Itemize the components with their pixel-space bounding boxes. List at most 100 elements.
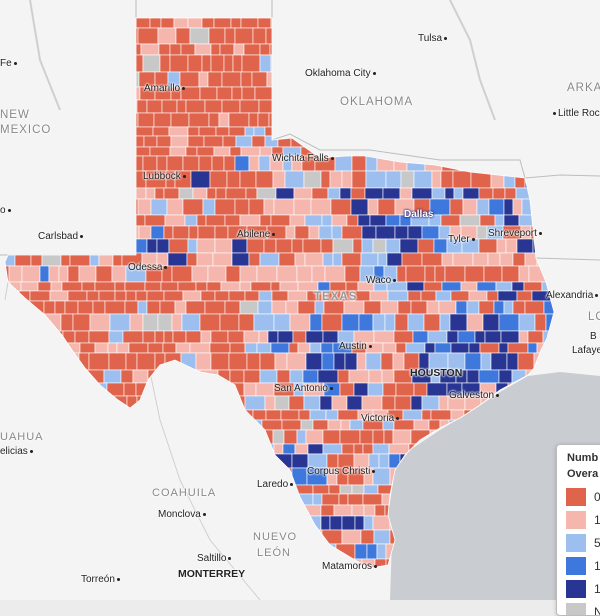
county-cell (216, 127, 229, 136)
county-cell (475, 331, 485, 343)
county-cell (512, 282, 524, 291)
county-cell (496, 282, 512, 291)
county-cell (170, 147, 186, 156)
county-cell (220, 314, 239, 331)
state-label-louisiana: LO (588, 311, 600, 323)
county-cell (465, 266, 484, 282)
county-cell (229, 113, 249, 127)
county-cell (164, 331, 173, 343)
county-cell (164, 291, 183, 301)
county-cell (413, 331, 428, 343)
county-cell (211, 331, 228, 343)
county-cell (386, 171, 401, 188)
county-cell (441, 171, 453, 188)
county-cell (374, 530, 390, 544)
county-cell (143, 331, 155, 343)
county-cell (79, 266, 96, 282)
county-cell (535, 314, 546, 331)
county-cell (240, 215, 260, 226)
county-cell (286, 301, 298, 314)
county-cell (220, 44, 234, 55)
county-cell (51, 282, 62, 291)
county-cell (513, 301, 525, 314)
choropleth-map[interactable] (0, 0, 600, 600)
county-cell (431, 410, 451, 420)
county-cell (138, 28, 158, 44)
county-cell (429, 420, 440, 430)
county-cell (451, 343, 469, 353)
county-cell (241, 72, 252, 87)
county-cell (245, 127, 254, 136)
county-cell (326, 410, 338, 420)
county-cell (200, 87, 217, 100)
county-cell (95, 282, 115, 291)
county-cell (273, 171, 285, 188)
county-cell (68, 266, 79, 282)
county-cell (460, 215, 480, 226)
county-cell (135, 127, 153, 136)
county-cell (408, 314, 424, 331)
county-cell (274, 444, 283, 454)
county-cell (400, 239, 418, 253)
county-cell (298, 301, 315, 314)
county-cell (206, 215, 225, 226)
county-cell (303, 370, 318, 383)
legend-items: 01-5-1015N (557, 485, 600, 616)
county-cell (407, 282, 424, 291)
county-cell (378, 253, 387, 266)
county-cell (323, 444, 342, 454)
county-cell (227, 171, 240, 188)
county-cell (65, 301, 78, 314)
legend-label: N (594, 605, 600, 616)
county-cell (233, 55, 242, 72)
county-cell (411, 301, 427, 314)
county-cell (170, 44, 181, 55)
county-cell (73, 314, 90, 331)
county-cell (177, 100, 186, 113)
county-cell (333, 253, 342, 266)
county-cell (504, 199, 513, 215)
county-cell (347, 396, 362, 410)
county-cell (275, 353, 287, 370)
county-cell (494, 301, 504, 314)
county-cell (381, 353, 393, 370)
county-cell (453, 171, 471, 188)
county-cell (213, 253, 232, 266)
county-cell (427, 301, 439, 314)
county-cell (376, 226, 395, 239)
county-cell (275, 396, 289, 410)
county-cell (115, 282, 125, 291)
county-cell (313, 485, 329, 494)
county-cell (421, 291, 436, 301)
county-cell (268, 331, 278, 343)
region-label-coahuila: COAHUILA (152, 487, 216, 499)
county-cell (364, 505, 375, 516)
county-cell (277, 266, 297, 282)
county-cell (310, 314, 322, 331)
county-cell (182, 314, 200, 331)
county-cell (525, 301, 544, 314)
county-cell (225, 215, 240, 226)
city-label-oklahoma-city: Oklahoma City (305, 68, 376, 79)
county-cell (507, 353, 518, 370)
county-cell (345, 266, 360, 282)
county-cell (342, 444, 354, 454)
county-cell (408, 226, 422, 239)
county-cell (160, 55, 170, 72)
county-cell (162, 100, 177, 113)
county-cell (322, 314, 342, 331)
county-cell (469, 291, 487, 301)
county-cell (171, 113, 189, 127)
legend-item: 1- (557, 508, 600, 531)
county-cell (363, 444, 373, 454)
county-cell (292, 454, 308, 468)
county-cell (105, 301, 125, 314)
county-cell (164, 188, 179, 199)
county-cell (445, 188, 454, 199)
county-cell (278, 331, 293, 343)
county-cell (485, 331, 501, 343)
county-cell (463, 199, 477, 215)
county-cell (163, 343, 176, 353)
county-cell (467, 370, 479, 383)
county-cell (260, 353, 275, 370)
